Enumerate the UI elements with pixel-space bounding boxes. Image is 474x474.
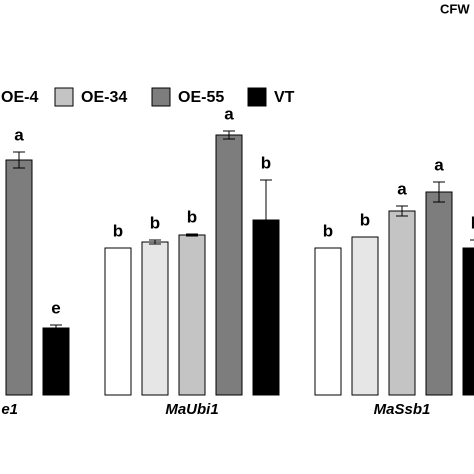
bar	[178, 234, 206, 396]
bar	[141, 241, 169, 396]
bar	[104, 247, 132, 396]
significance-letter: a	[224, 104, 234, 123]
error-bar	[396, 205, 408, 217]
significance-letter: b	[261, 153, 271, 172]
legend-swatch	[151, 87, 171, 107]
bar	[462, 247, 474, 396]
significance-letter: b	[471, 213, 474, 232]
significance-letter: b	[323, 221, 333, 240]
category-label: MaUbi1	[165, 401, 218, 418]
error-bar	[260, 179, 272, 261]
error-bar	[470, 239, 474, 257]
bar	[5, 159, 33, 396]
significance-letter: b	[187, 207, 197, 226]
legend-label: OE-55	[178, 89, 224, 106]
significance-letter: a	[14, 125, 24, 144]
legend-swatch	[54, 87, 74, 107]
error-bar	[149, 239, 161, 245]
bar	[314, 247, 342, 396]
bar	[388, 210, 416, 396]
bar	[351, 236, 379, 396]
bar	[425, 191, 453, 396]
error-bar	[223, 130, 235, 140]
significance-letter: b	[150, 213, 160, 232]
legend-label: OE-4	[1, 89, 38, 106]
bar	[42, 327, 70, 396]
corner-label: CFW	[440, 1, 470, 16]
significance-letter: e	[51, 298, 60, 317]
legend-label: OE-34	[81, 89, 127, 106]
error-bar	[433, 181, 445, 203]
bar	[215, 134, 243, 396]
legend-swatch	[247, 87, 267, 107]
significance-letter: b	[113, 221, 123, 240]
error-bar	[13, 151, 25, 169]
significance-letter: b	[360, 210, 370, 229]
category-label: e1	[1, 401, 18, 418]
error-bar	[186, 233, 198, 237]
significance-letter: a	[434, 155, 444, 174]
category-label: MaSsb1	[374, 401, 431, 418]
significance-letter: a	[397, 179, 407, 198]
error-bar	[50, 324, 62, 332]
legend-label: VT	[274, 89, 295, 106]
